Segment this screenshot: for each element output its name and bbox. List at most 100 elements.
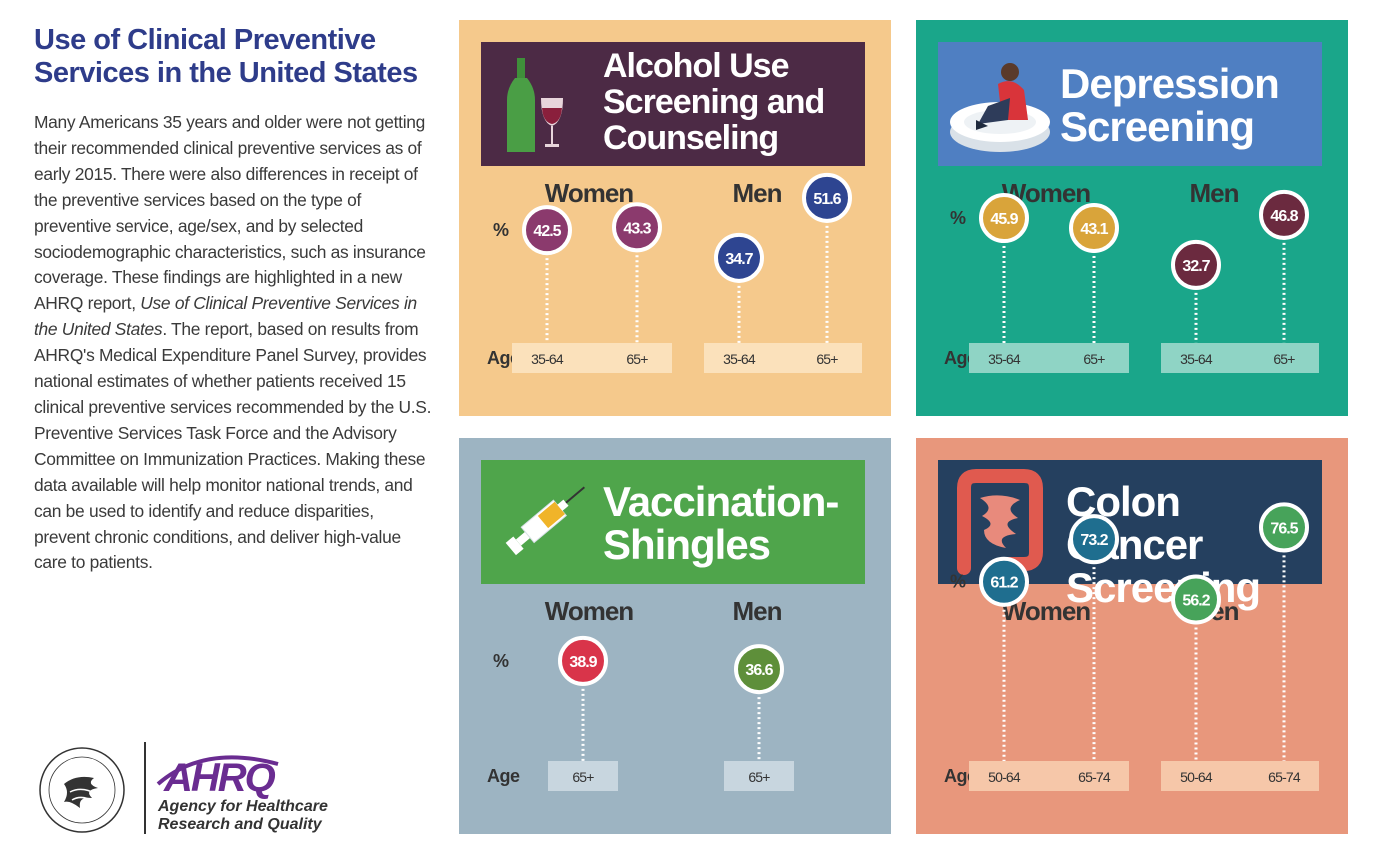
age-tick-label: 35-64 bbox=[1180, 351, 1213, 367]
percent-label: % bbox=[493, 651, 509, 671]
data-point bbox=[1069, 202, 1119, 253]
depression-chart: %AgeWomen45.935-6443.165+Men32.735-6446.… bbox=[944, 178, 1319, 373]
panel-header-vaccination: Vaccination- Shingles bbox=[481, 460, 865, 584]
panel-alcohol: Alcohol Use Screening and Counseling % Ag… bbox=[459, 20, 891, 416]
page-title: Use of Clinical Preventive Services in t… bbox=[34, 24, 434, 90]
age-box bbox=[1161, 761, 1319, 791]
age-box bbox=[704, 343, 862, 373]
vaccination-chart: % Age Women 38.9 65+ Men 36.6 65+ bbox=[487, 596, 794, 791]
age-tick-label: 65+ bbox=[572, 769, 594, 785]
panel-title-depression: Depression Screening bbox=[1060, 60, 1280, 150]
data-label: 43.1 bbox=[1080, 221, 1108, 238]
percent-label: % bbox=[950, 572, 966, 592]
syringe-icon bbox=[505, 486, 586, 556]
data-point bbox=[802, 172, 852, 223]
page-title-line-1: Use of Clinical Preventive bbox=[34, 24, 376, 56]
body-text-1: Many Americans 35 years and older were n… bbox=[34, 112, 426, 314]
percent-label: % bbox=[493, 220, 509, 240]
age-tick-label: 65+ bbox=[626, 351, 648, 367]
panel-title-line: Screening bbox=[1066, 564, 1261, 611]
agency-name: Agency for Healthcare Research and Quali… bbox=[158, 798, 358, 834]
data-label: 56.2 bbox=[1182, 592, 1210, 609]
panel-depression: Depression Screening % Age Women 45.9 35-64 4… bbox=[916, 20, 1348, 416]
agency-name-line-2: Research and Quality bbox=[158, 816, 322, 833]
age-box bbox=[512, 343, 672, 373]
age-tick-label: 50-64 bbox=[1180, 769, 1213, 785]
logo-divider bbox=[144, 742, 146, 834]
data-point bbox=[1069, 514, 1119, 565]
page-body: Many Americans 35 years and older were n… bbox=[34, 110, 434, 576]
age-tick-label: 65+ bbox=[1273, 351, 1295, 367]
panel-title-line: Shingles bbox=[603, 521, 771, 568]
data-point bbox=[558, 635, 608, 686]
panel-colon: Colon Cancer Screening % Age Women 61.2 50-6… bbox=[916, 438, 1348, 834]
data-point bbox=[979, 556, 1029, 607]
panel-title-alcohol: Alcohol Use Screening and Counseling bbox=[603, 47, 825, 157]
colon-chart: %AgeWomen61.250-6473.265-74Men56.250-647… bbox=[944, 502, 1319, 791]
data-label: 38.9 bbox=[569, 654, 597, 671]
age-box bbox=[548, 761, 618, 791]
group-label-men: Men bbox=[733, 178, 782, 208]
data-label: 51.6 bbox=[813, 191, 841, 208]
age-box bbox=[969, 761, 1129, 791]
ahrq-swoosh-icon bbox=[156, 755, 279, 786]
data-label: 42.5 bbox=[533, 223, 561, 240]
data-label: 32.7 bbox=[1182, 258, 1210, 275]
panel-vaccination: Vaccination- Shingles % Age Women 38.9 65+ Me… bbox=[459, 438, 891, 834]
group-label-men: Men bbox=[733, 596, 782, 626]
group-label-women: Women bbox=[545, 178, 634, 208]
group-label-women: Women bbox=[545, 596, 634, 626]
age-tick-label: 65-74 bbox=[1268, 769, 1301, 785]
panel-title-line: Alcohol Use bbox=[603, 47, 789, 85]
panel-header-alcohol: Alcohol Use Screening and Counseling bbox=[481, 42, 865, 166]
data-point bbox=[1259, 502, 1309, 553]
panel-title-line: Screening bbox=[1060, 103, 1255, 150]
age-tick-label: 65+ bbox=[816, 351, 838, 367]
data-label: 34.7 bbox=[725, 251, 753, 268]
data-point bbox=[714, 232, 764, 283]
data-label: 43.3 bbox=[623, 220, 651, 237]
age-box bbox=[969, 343, 1129, 373]
age-axis-label: Age bbox=[487, 766, 520, 786]
panel-title-line: Counseling bbox=[603, 119, 779, 157]
body-text-2: . The report, based on results from AHRQ… bbox=[34, 319, 432, 573]
data-point bbox=[734, 644, 784, 695]
data-label: 61.2 bbox=[990, 575, 1018, 592]
panel-title-line: Vaccination- bbox=[603, 478, 839, 525]
age-tick-label: 50-64 bbox=[988, 769, 1021, 785]
data-point bbox=[522, 205, 572, 256]
panel-header-depression: Depression Screening bbox=[938, 42, 1322, 166]
age-box bbox=[724, 761, 794, 791]
age-tick-label: 35-64 bbox=[988, 351, 1021, 367]
panel-title-line: Screening and bbox=[603, 83, 825, 121]
age-box bbox=[1161, 343, 1319, 373]
agency-name-line-1: Agency for Healthcare bbox=[158, 798, 328, 815]
data-label: 36.6 bbox=[745, 662, 773, 679]
intro-column: Use of Clinical Preventive Services in t… bbox=[34, 24, 434, 576]
sad-person-on-pill-icon bbox=[950, 63, 1050, 152]
data-point bbox=[612, 202, 662, 253]
age-tick-label: 65+ bbox=[1083, 351, 1105, 367]
panel-title-line: Depression bbox=[1060, 60, 1280, 107]
data-point bbox=[1171, 239, 1221, 290]
age-tick-label: 35-64 bbox=[531, 351, 564, 367]
page-title-line-2: Services in the United States bbox=[34, 57, 418, 89]
panel-header-colon: Colon Cancer Screening bbox=[938, 460, 1322, 609]
hhs-seal-logo bbox=[39, 747, 125, 833]
data-point bbox=[979, 193, 1029, 244]
panel-title-vaccination: Vaccination- Shingles bbox=[603, 478, 839, 568]
age-tick-label: 35-64 bbox=[723, 351, 756, 367]
logos: AHRQ Agency for Healthcare Research and … bbox=[36, 738, 356, 838]
intestine-icon bbox=[957, 469, 1043, 575]
group-label-men: Men bbox=[1190, 178, 1239, 208]
data-label: 45.9 bbox=[990, 211, 1018, 228]
data-label: 73.2 bbox=[1080, 532, 1108, 549]
data-label: 76.5 bbox=[1270, 520, 1298, 537]
alcohol-chart: %AgeWomen42.535-6443.365+Men34.735-6451.… bbox=[487, 172, 862, 373]
age-tick-label: 65+ bbox=[748, 769, 770, 785]
data-point bbox=[1171, 574, 1221, 625]
panel-title-colon: Colon Cancer Screening bbox=[1066, 480, 1322, 609]
report-title-italic: Use of Clinical Preventive Services in t… bbox=[34, 293, 417, 340]
data-point bbox=[1259, 189, 1309, 240]
wine-bottle-glass-icon bbox=[507, 58, 563, 152]
